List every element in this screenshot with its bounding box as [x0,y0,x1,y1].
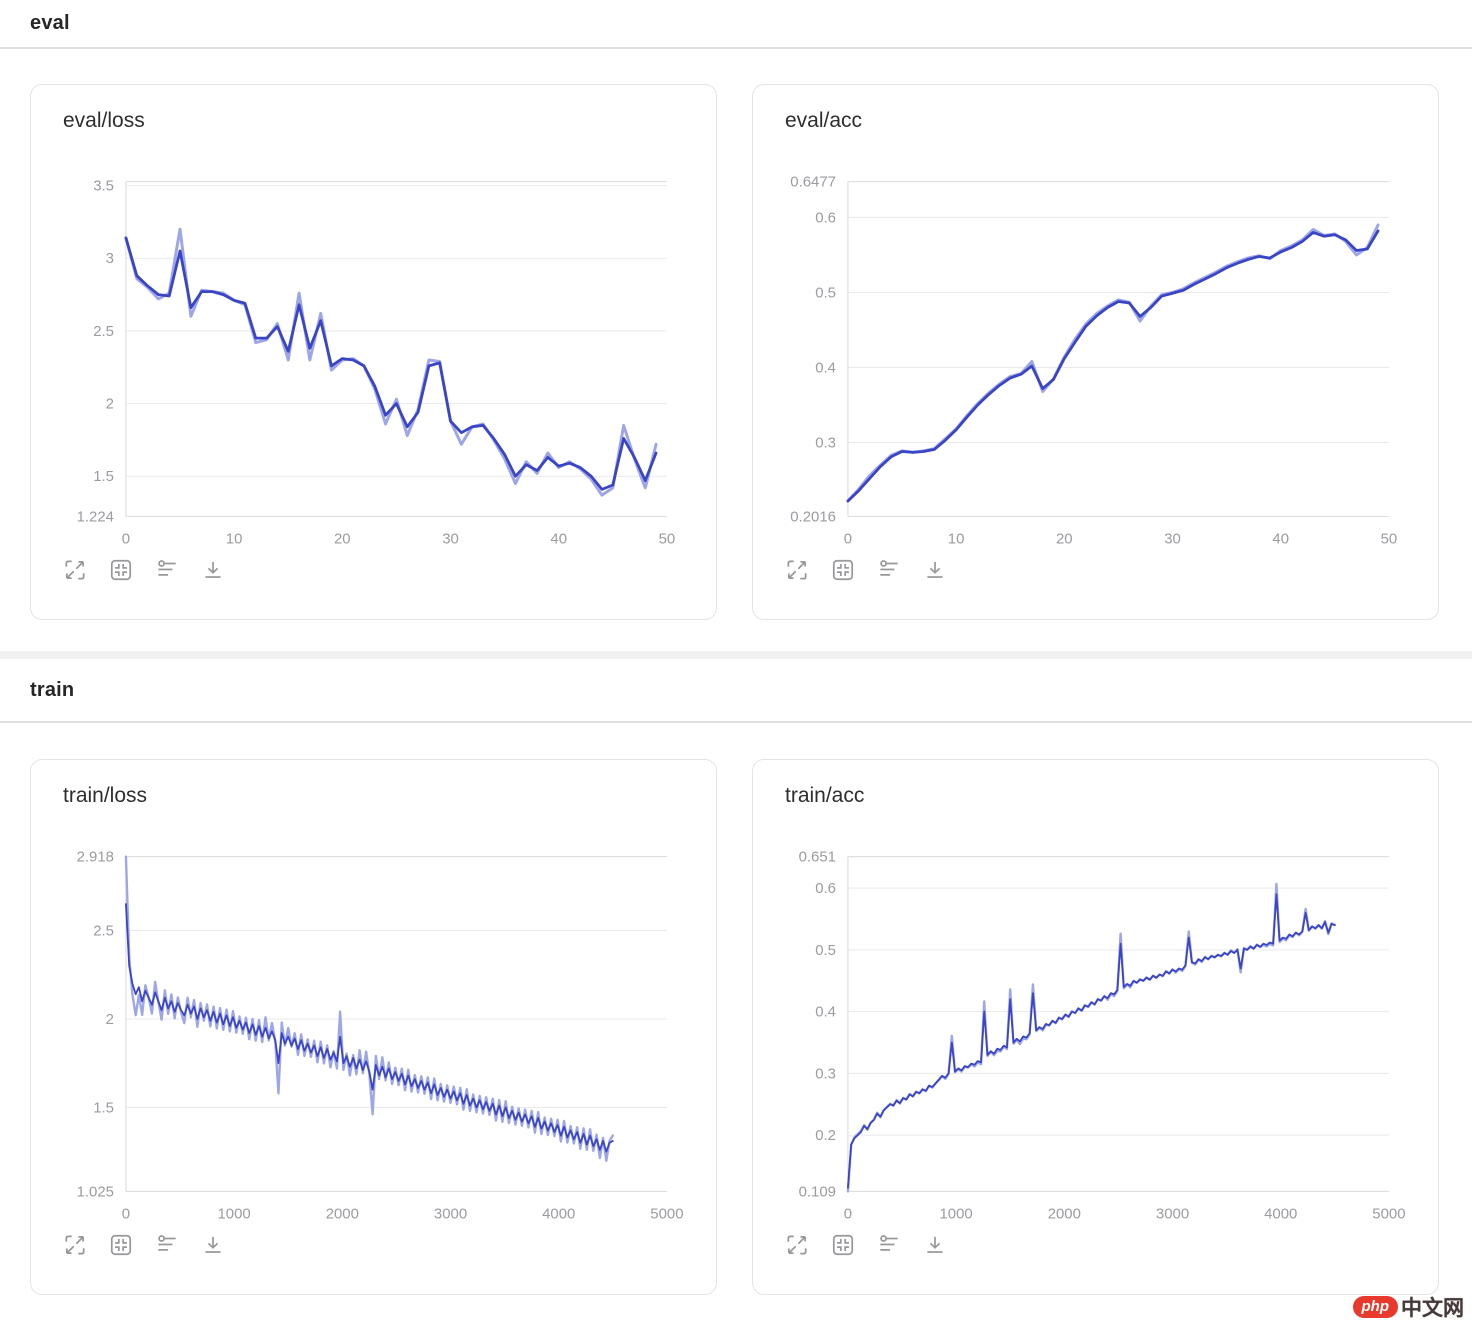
chart-card-eval-acc: eval/acc 0.3 0.4 0.5 0.6 0.6477 0.2016 0 10 20 30… [752,84,1439,620]
chart-card-eval-loss: eval/loss 1.5 2 2.5 3 3.5 1.224 0 10 20 30 40 50 [30,84,717,620]
chart-toolbar [784,557,948,583]
svg-text:1.5: 1.5 [93,468,114,485]
settings-sliders-icon[interactable] [154,1232,180,1258]
svg-text:0.4: 0.4 [815,359,836,376]
svg-text:3000: 3000 [434,1205,467,1222]
svg-text:3: 3 [106,250,114,267]
svg-text:0.5: 0.5 [815,284,836,301]
download-icon[interactable] [922,557,948,583]
svg-text:40: 40 [1272,530,1289,547]
fullscreen-icon[interactable] [784,1232,810,1258]
fit-view-icon[interactable] [830,1232,856,1258]
svg-text:10: 10 [226,530,243,547]
download-icon[interactable] [922,1232,948,1258]
fit-view-icon[interactable] [108,1232,134,1258]
fullscreen-icon[interactable] [62,557,88,583]
chart-toolbar [62,1232,226,1258]
section-header-eval: eval [0,0,1472,49]
svg-text:0: 0 [844,1205,852,1222]
section-divider [0,651,1472,659]
svg-text:20: 20 [1056,530,1073,547]
svg-text:0.3: 0.3 [815,435,836,452]
download-icon[interactable] [200,557,226,583]
watermark-site-name: 中文网 [1401,1297,1464,1320]
chart-title: eval/acc [785,109,863,132]
eval-acc-plot[interactable]: 0.3 0.4 0.5 0.6 0.6477 0.2016 0 10 20 30 40 50 [753,85,1438,619]
svg-text:30: 30 [442,530,459,547]
train-acc-plot[interactable]: 0.2 0.3 0.4 0.5 0.6 0.651 0.109 0 1000 2000 3000 40… [753,760,1438,1294]
svg-text:30: 30 [1164,530,1181,547]
svg-text:1000: 1000 [218,1205,251,1222]
svg-text:5000: 5000 [650,1205,683,1222]
svg-text:5000: 5000 [1372,1205,1405,1222]
train-cards-area: train/loss 1.5 2 2.5 2.918 1.025 0 1000 2000 300… [0,723,1472,1324]
svg-text:0.4: 0.4 [815,1004,836,1021]
svg-text:1000: 1000 [940,1205,973,1222]
svg-text:4000: 4000 [1264,1205,1297,1222]
svg-text:0: 0 [122,530,130,547]
svg-text:0: 0 [122,1205,130,1222]
svg-text:4000: 4000 [542,1205,575,1222]
chart-title: train/loss [63,784,148,807]
svg-text:3000: 3000 [1156,1205,1189,1222]
svg-text:1.025: 1.025 [77,1183,114,1200]
train-loss-plot[interactable]: 1.5 2 2.5 2.918 1.025 0 1000 2000 3000 4000 5000 [31,760,716,1294]
chart-toolbar [784,1232,948,1258]
svg-text:1.224: 1.224 [77,508,114,525]
svg-text:0.6477: 0.6477 [790,174,836,191]
fullscreen-icon[interactable] [62,1232,88,1258]
svg-text:0.651: 0.651 [799,849,836,866]
section-header-train: train [0,659,1472,723]
watermark: php 中文网 [1352,1292,1464,1322]
svg-text:2: 2 [106,1011,114,1028]
download-icon[interactable] [200,1232,226,1258]
svg-text:0.3: 0.3 [815,1065,836,1082]
settings-sliders-icon[interactable] [876,557,902,583]
svg-text:2000: 2000 [1048,1205,1081,1222]
chart-toolbar [62,557,226,583]
svg-text:0.6: 0.6 [815,880,836,897]
fullscreen-icon[interactable] [784,557,810,583]
eval-cards-area: eval/loss 1.5 2 2.5 3 3.5 1.224 0 10 20 30 40 50 [0,49,1472,651]
svg-text:0.109: 0.109 [799,1183,836,1200]
eval-loss-plot[interactable]: 1.5 2 2.5 3 3.5 1.224 0 10 20 30 40 50 [31,85,716,619]
fit-view-icon[interactable] [830,557,856,583]
svg-text:0.2016: 0.2016 [790,508,836,525]
svg-text:1.5: 1.5 [93,1099,114,1116]
svg-text:2.918: 2.918 [77,849,114,866]
svg-text:2: 2 [106,396,114,413]
section-title-train: train [30,678,75,701]
settings-sliders-icon[interactable] [876,1232,902,1258]
svg-text:2000: 2000 [326,1205,359,1222]
svg-text:0.6: 0.6 [815,209,836,226]
svg-text:50: 50 [659,530,676,547]
svg-text:0.5: 0.5 [815,942,836,959]
svg-text:0: 0 [844,530,852,547]
svg-text:20: 20 [334,530,351,547]
watermark-php-logo: php [1352,1296,1398,1318]
svg-text:3.5: 3.5 [93,178,114,195]
svg-text:50: 50 [1381,530,1398,547]
chart-card-train-acc: train/acc 0.2 0.3 0.4 0.5 0.6 0.651 0.109 0 1000… [752,759,1439,1295]
svg-text:2.5: 2.5 [93,923,114,940]
svg-text:0.2: 0.2 [815,1127,836,1144]
section-title-eval: eval [30,12,70,34]
chart-title: eval/loss [63,109,145,132]
svg-text:10: 10 [948,530,965,547]
settings-sliders-icon[interactable] [154,557,180,583]
chart-title: train/acc [785,784,865,807]
fit-view-icon[interactable] [108,557,134,583]
svg-text:40: 40 [550,530,567,547]
svg-text:2.5: 2.5 [93,323,114,340]
chart-card-train-loss: train/loss 1.5 2 2.5 2.918 1.025 0 1000 2000 300… [30,759,717,1295]
